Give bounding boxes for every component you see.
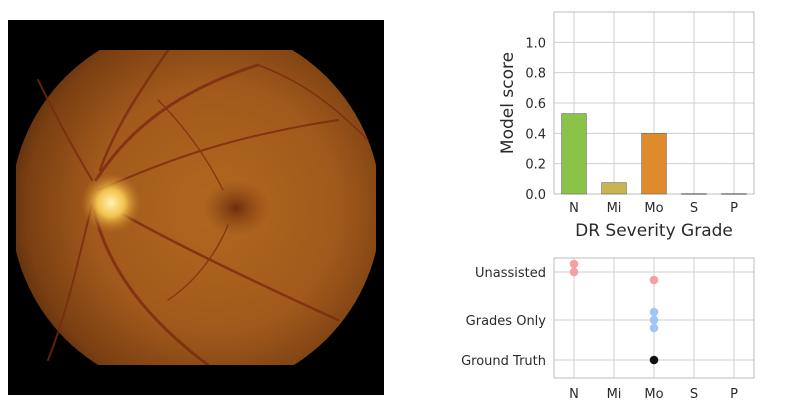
- dot-x-tick-label: P: [730, 387, 738, 402]
- dot-x-tick-label: Mi: [607, 387, 622, 402]
- fundus-image: [8, 20, 384, 395]
- bar-chart-xlabel: DR Severity Grade: [575, 221, 733, 241]
- reader-grades-dot-chart: Unassisted Grades Only Ground Truth N Mi Mo S…: [461, 257, 755, 402]
- bar-y-tick-label: 0.4: [525, 127, 546, 142]
- dot-chart-frame: [553, 257, 755, 379]
- dot-row-label: Unassisted: [475, 266, 546, 281]
- bar-x-tick-label: S: [690, 201, 698, 216]
- bar-p: [721, 193, 747, 195]
- dot-row-label: Ground Truth: [461, 354, 546, 369]
- dot-point: [649, 323, 659, 333]
- bar-y-tick-label: 0.8: [525, 67, 546, 82]
- dot-point: [649, 315, 659, 325]
- dot-x-tick-label: N: [569, 387, 579, 402]
- bar-mi: [601, 182, 627, 195]
- dot-point: [649, 307, 659, 317]
- model-score-bar-chart: 0.0 0.2 0.4 0.6 0.8 1.0 N Mi Mo S P DR Severity G…: [498, 11, 755, 241]
- dot-point: [649, 275, 659, 285]
- bar-y-tick-label: 0.2: [525, 158, 546, 173]
- bar-y-tick-label: 0.0: [525, 188, 546, 203]
- bar-chart-grid: [554, 12, 754, 195]
- retinal-fundus-image-icon: [16, 50, 376, 365]
- bar-mo: [641, 133, 667, 195]
- bar-chart-ylabel: Model score: [498, 52, 518, 154]
- bar-n: [561, 113, 587, 195]
- bar-x-tick-label: Mi: [607, 201, 622, 216]
- dot-point: [569, 267, 579, 277]
- dot-x-tick-label: Mo: [644, 387, 663, 402]
- dot-point: [569, 259, 579, 269]
- dot-point: [649, 355, 659, 365]
- bar-y-tick-label: 1.0: [525, 36, 546, 51]
- dot-row-label: Grades Only: [466, 314, 547, 329]
- bar-x-tick-label: P: [730, 201, 738, 216]
- bar-y-tick-label: 0.6: [525, 97, 546, 112]
- dot-chart-grid: [554, 258, 754, 378]
- bar-x-tick-label: N: [569, 201, 579, 216]
- dot-x-tick-label: S: [690, 387, 698, 402]
- bar-x-tick-label: Mo: [644, 201, 663, 216]
- bar-s: [681, 193, 707, 195]
